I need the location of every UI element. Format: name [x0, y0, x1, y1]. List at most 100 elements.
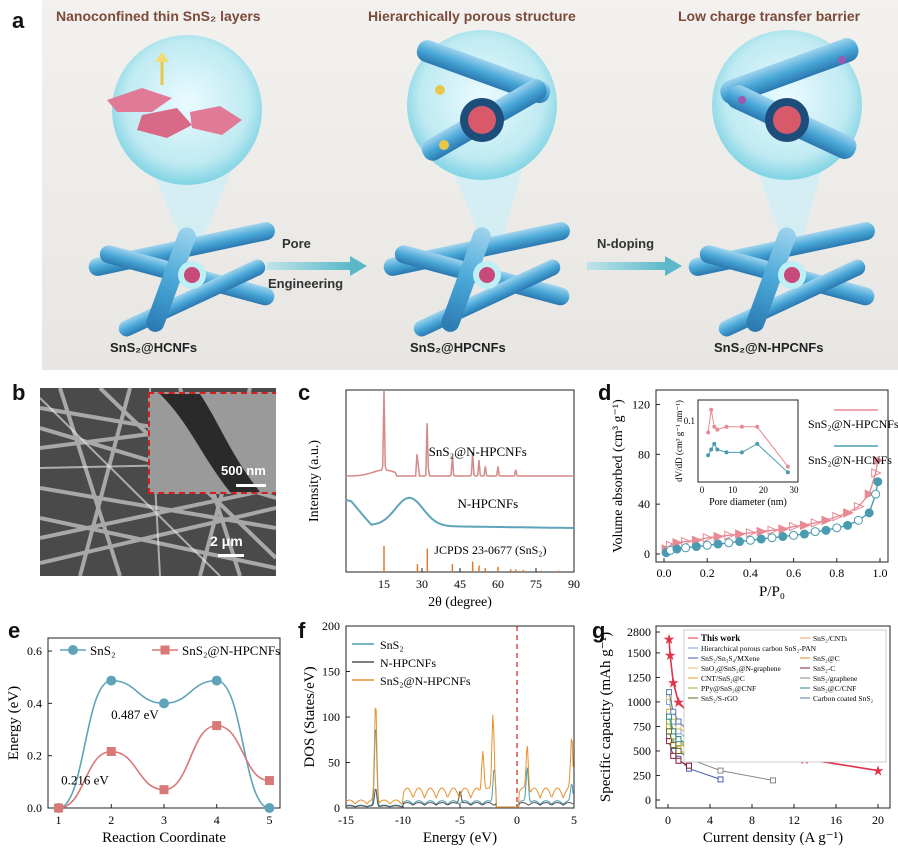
data-point — [871, 468, 882, 478]
fiber-bundle-1 — [88, 222, 275, 337]
inset-point — [709, 407, 714, 412]
data-point — [211, 675, 222, 686]
data-point — [871, 489, 881, 499]
y-tick-label: 0.2 — [27, 749, 42, 763]
plot-frame — [655, 625, 891, 809]
x-tick-label: 30 — [416, 577, 428, 591]
schematic-illustration — [88, 30, 875, 337]
legend-label: SnS₂/Sn₃S₄/MXene — [701, 654, 760, 663]
y-axis-label: Volume absorbed (cm³ g⁻¹) — [611, 399, 626, 553]
data-point — [767, 533, 777, 543]
inset-point — [706, 453, 711, 458]
label-sns2-hpcnfs: SnS₂@HPCNFs — [410, 340, 506, 355]
plot-frame — [345, 625, 575, 809]
y-tick-label: 120 — [632, 397, 650, 411]
x-tick-label: 3 — [161, 813, 167, 827]
data-point — [799, 529, 809, 539]
y-tick-label: 40 — [638, 497, 650, 511]
data-point — [675, 736, 682, 743]
annotation: 0.216 eV — [61, 772, 109, 787]
x-tick-label: 12 — [788, 813, 800, 827]
x-tick-label: 4 — [707, 813, 713, 827]
pore-engineering-arrow — [267, 256, 367, 276]
data-point — [756, 534, 766, 544]
x-tick-label: 0.2 — [700, 566, 715, 580]
data-point — [853, 501, 865, 512]
data-point — [724, 530, 736, 541]
legend-label: N-HPCNFs — [380, 656, 436, 670]
arrow2-text: N-doping — [597, 236, 655, 251]
data-point — [873, 455, 885, 466]
annotation: 0.487 eV — [111, 707, 159, 722]
legend-label: SnS₂/S-rGO — [701, 694, 738, 703]
legend-label: This work — [701, 633, 740, 643]
data-point — [799, 520, 811, 531]
data-point — [666, 689, 673, 696]
legend-label: SnS₂@N-HCNFs — [808, 453, 892, 467]
legend-label: SnS₂@N-HPCNFs — [808, 417, 898, 431]
x-axis-label: P/P₀ — [759, 584, 785, 600]
inset-point — [712, 441, 717, 446]
x-axis-label: Energy (eV) — [423, 830, 497, 846]
sem-image: 500 nm 2 μm — [40, 388, 276, 576]
label-sns2-n-hpcnfs: SnS₂@N-HPCNFs — [714, 340, 824, 355]
data-point — [713, 539, 723, 549]
data-point — [873, 477, 883, 487]
y-axis-label: Specific capacity (mAh g⁻¹) — [598, 632, 614, 802]
legend-marker — [68, 645, 78, 655]
data-point — [681, 543, 691, 553]
panel-label-d: d — [598, 380, 612, 405]
legend-box — [683, 629, 887, 763]
y-tick-label: 1500 — [627, 646, 651, 660]
heading-3: Low charge transfer barrier — [678, 8, 861, 24]
data-point — [264, 803, 275, 813]
inset-y-tick-label: 0.1 — [684, 416, 695, 426]
x-tick-label: 2 — [108, 813, 114, 827]
data-point — [735, 529, 746, 539]
data-point-star: ★ — [667, 676, 680, 691]
data-point — [735, 537, 745, 547]
series-label: N-HPCNFs — [458, 496, 519, 511]
data-point — [745, 528, 757, 538]
x-tick-label: 0 — [514, 813, 520, 827]
data-point — [864, 489, 876, 499]
data-point — [810, 518, 822, 528]
legend-label: SnS₂ — [380, 638, 404, 652]
bubble-2 — [407, 30, 557, 240]
data-point — [778, 524, 790, 534]
y-tick-label: 2800 — [627, 625, 651, 639]
bubble-1 — [107, 35, 262, 240]
inset-line — [707, 409, 789, 467]
legend-label: CNT/SnS₂@C — [701, 674, 745, 683]
y-tick-label: 100 — [322, 710, 340, 724]
data-point — [212, 721, 222, 731]
inset-point — [739, 424, 744, 429]
data-point — [159, 785, 169, 795]
inset-point — [715, 427, 720, 432]
data-point — [675, 728, 682, 735]
legend-label: SnS₂@C — [813, 654, 840, 663]
x-tick-label: 8 — [749, 813, 755, 827]
series-line — [345, 707, 574, 808]
inset-point — [715, 447, 720, 452]
data-point-star: ★ — [664, 649, 677, 664]
y-tick-label: 1000 — [627, 695, 651, 709]
heading-1: Nanoconfined thin SnS₂ layers — [56, 8, 261, 24]
x-tick-label: 45 — [454, 577, 466, 591]
fiber-bundle-3 — [688, 222, 875, 337]
y-tick-label: 150 — [322, 665, 340, 679]
inset-y-label: dV/dD (cm³ g⁻¹ nm⁻¹) — [674, 400, 684, 482]
data-point — [821, 525, 831, 535]
data-point — [686, 762, 692, 769]
x-tick-label: 75 — [530, 577, 542, 591]
data-point — [675, 747, 682, 754]
data-point — [666, 728, 673, 735]
inset-point — [709, 447, 714, 452]
data-point — [717, 767, 724, 774]
inset-x-tick-label: 10 — [728, 485, 738, 495]
y-tick-label: 500 — [633, 744, 651, 758]
series-line — [345, 729, 574, 808]
data-point — [789, 521, 800, 532]
legend-label: SnS₂@N-HPCNFs — [182, 643, 280, 658]
x-tick-label: 90 — [568, 577, 580, 591]
